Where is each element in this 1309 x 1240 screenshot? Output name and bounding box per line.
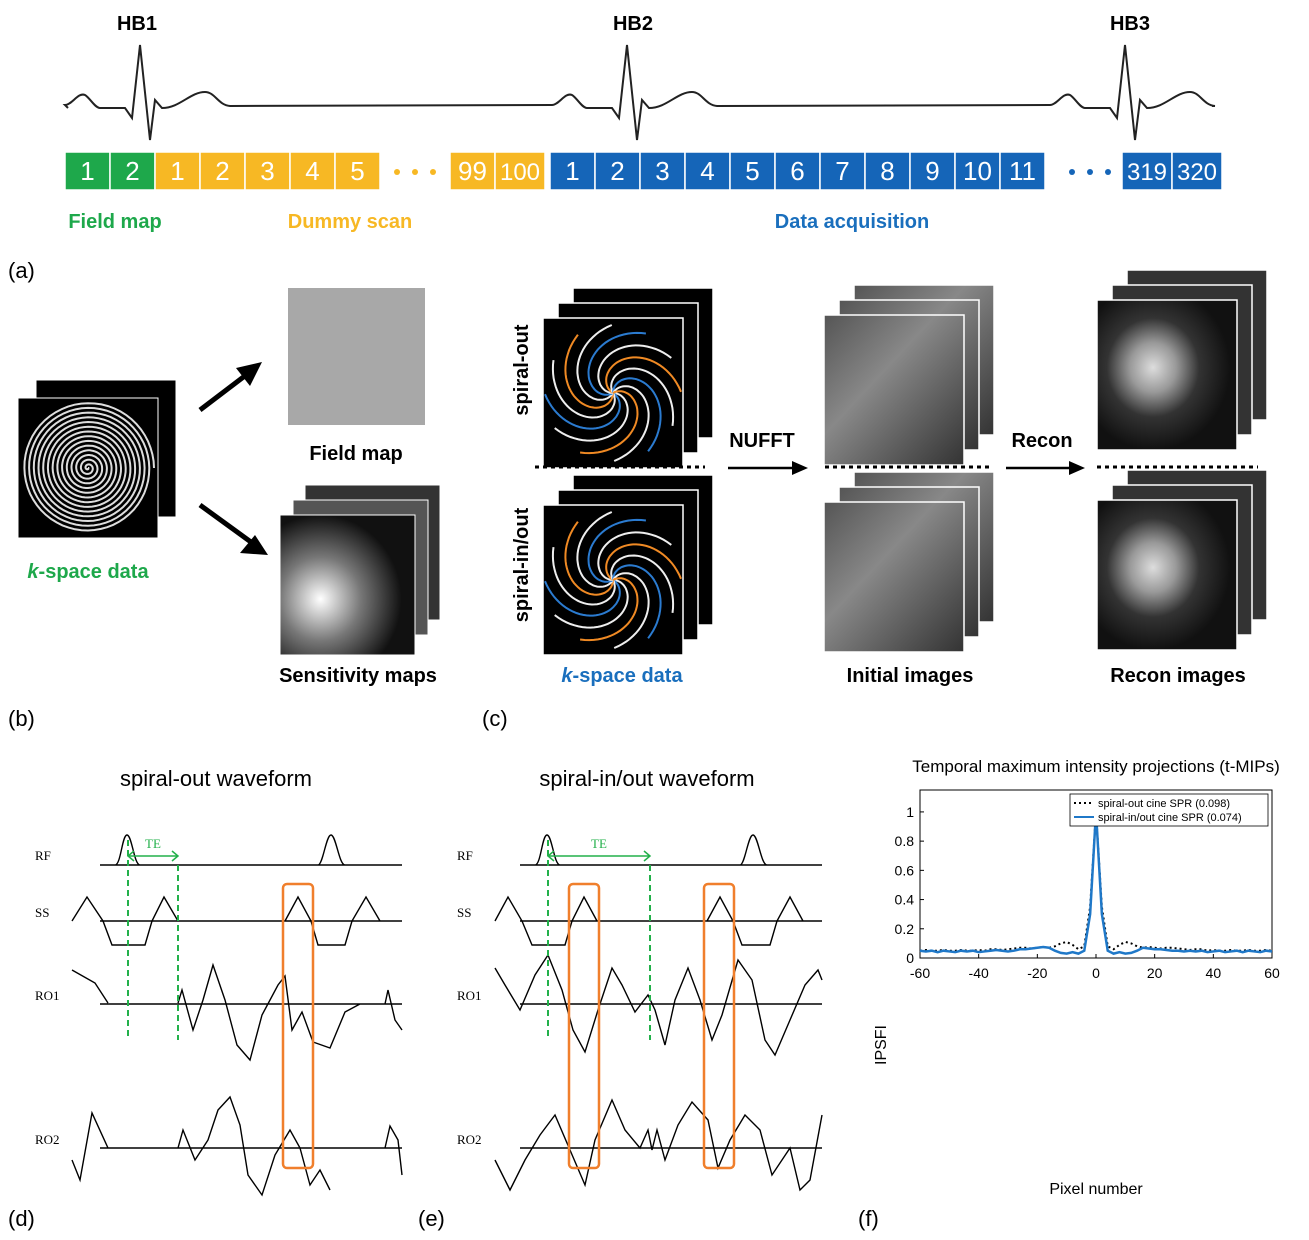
heartbeat-label: HB1 bbox=[117, 13, 157, 35]
block-label: 2 bbox=[610, 156, 624, 186]
block-label: 9 bbox=[925, 156, 939, 186]
field-map-image bbox=[288, 288, 425, 425]
x-tick-label: 60 bbox=[1264, 965, 1280, 981]
block-label: 3 bbox=[655, 156, 669, 186]
block-label: 1 bbox=[565, 156, 579, 186]
block-label: 5 bbox=[745, 156, 759, 186]
block-label: 11 bbox=[1009, 156, 1036, 186]
kspace-stack bbox=[18, 380, 176, 538]
x-tick-label: 20 bbox=[1147, 965, 1163, 981]
y-tick-label: 1 bbox=[906, 804, 914, 820]
panel-label: (c) bbox=[482, 706, 508, 731]
stack-image bbox=[824, 315, 964, 465]
legend-label: spiral-out cine SPR (0.098) bbox=[1098, 798, 1230, 810]
stack-image bbox=[1097, 300, 1237, 450]
y-tick-label: 0.2 bbox=[895, 921, 915, 937]
block-label: 2 bbox=[215, 156, 229, 186]
panel-label: (f) bbox=[858, 1206, 879, 1231]
panel-label: (e) bbox=[418, 1206, 445, 1231]
panel-title: spiral-in/out waveform bbox=[539, 766, 754, 791]
row-label: RF bbox=[35, 848, 51, 863]
block-label: 6 bbox=[790, 156, 804, 186]
block-label: 319 bbox=[1127, 159, 1167, 186]
panel-label: (d) bbox=[8, 1206, 35, 1231]
row-label: spiral-out bbox=[511, 324, 533, 415]
block-label: 2 bbox=[125, 156, 139, 186]
legend-label: spiral-in/out cine SPR (0.074) bbox=[1098, 812, 1242, 824]
block-label: 10 bbox=[963, 156, 992, 186]
row-label: RO1 bbox=[457, 988, 482, 1003]
block-label: 4 bbox=[700, 156, 714, 186]
heartbeat-label: HB3 bbox=[1110, 13, 1150, 35]
y-tick-label: 0.8 bbox=[895, 833, 915, 849]
y-tick-label: 0 bbox=[906, 950, 914, 966]
arrow-label: Recon bbox=[1011, 430, 1072, 452]
caption-rest: -space data bbox=[573, 665, 684, 687]
block-label: 4 bbox=[305, 156, 319, 186]
phase-label: Dummy scan bbox=[288, 211, 413, 233]
block-label: 7 bbox=[835, 156, 849, 186]
row-label: spiral-in/out bbox=[511, 507, 533, 622]
stack-image bbox=[1097, 500, 1237, 650]
caption: Sensitivity maps bbox=[279, 665, 437, 687]
y-tick-label: 0.6 bbox=[895, 862, 915, 878]
caption: k-space data bbox=[561, 665, 683, 687]
block-label: 3 bbox=[260, 156, 274, 186]
x-axis-label: Pixel number bbox=[1049, 1181, 1143, 1198]
panel-title: spiral-out waveform bbox=[120, 766, 312, 791]
y-axis-label: IPSFI bbox=[873, 1025, 890, 1065]
x-tick-label: -60 bbox=[910, 965, 930, 981]
figure: HB1HB2HB3 121234599100123456789101131932… bbox=[0, 0, 1309, 1235]
arrow-label: NUFFT bbox=[729, 430, 795, 452]
row-label: RO1 bbox=[35, 988, 60, 1003]
x-tick-label: -40 bbox=[969, 965, 989, 981]
block-label: 100 bbox=[500, 159, 540, 186]
x-tick-label: -20 bbox=[1027, 965, 1047, 981]
panel-label: (b) bbox=[8, 706, 35, 731]
y-tick-label: 0.4 bbox=[895, 892, 915, 908]
stack-image bbox=[824, 502, 964, 652]
block-label: 99 bbox=[458, 156, 487, 186]
caption: Recon images bbox=[1110, 665, 1246, 687]
te-label: TE bbox=[145, 836, 161, 851]
caption-rest: -space data bbox=[39, 561, 150, 583]
block-label: 320 bbox=[1177, 159, 1217, 186]
te-label: TE bbox=[591, 836, 607, 851]
block-label: 8 bbox=[880, 156, 894, 186]
x-tick-label: 40 bbox=[1206, 965, 1222, 981]
phase-label: Field map bbox=[68, 211, 161, 233]
row-label: RF bbox=[457, 848, 473, 863]
panel-label: (a) bbox=[8, 258, 35, 283]
caption: k-space data bbox=[27, 561, 149, 583]
block-label: 5 bbox=[350, 156, 364, 186]
row-label: SS bbox=[457, 905, 471, 920]
caption: Initial images bbox=[847, 665, 974, 687]
heartbeat-label: HB2 bbox=[613, 13, 653, 35]
row-label: SS bbox=[35, 905, 49, 920]
block-label: 1 bbox=[170, 156, 184, 186]
phase-label: Data acquisition bbox=[775, 211, 929, 233]
sensitivity-stack bbox=[280, 485, 440, 655]
row-label: RO2 bbox=[35, 1132, 60, 1147]
x-tick-label: 0 bbox=[1092, 965, 1100, 981]
block-label: 1 bbox=[80, 156, 94, 186]
caption: Field map bbox=[309, 443, 402, 465]
chart-title: Temporal maximum intensity projections (… bbox=[912, 757, 1279, 776]
row-label: RO2 bbox=[457, 1132, 482, 1147]
